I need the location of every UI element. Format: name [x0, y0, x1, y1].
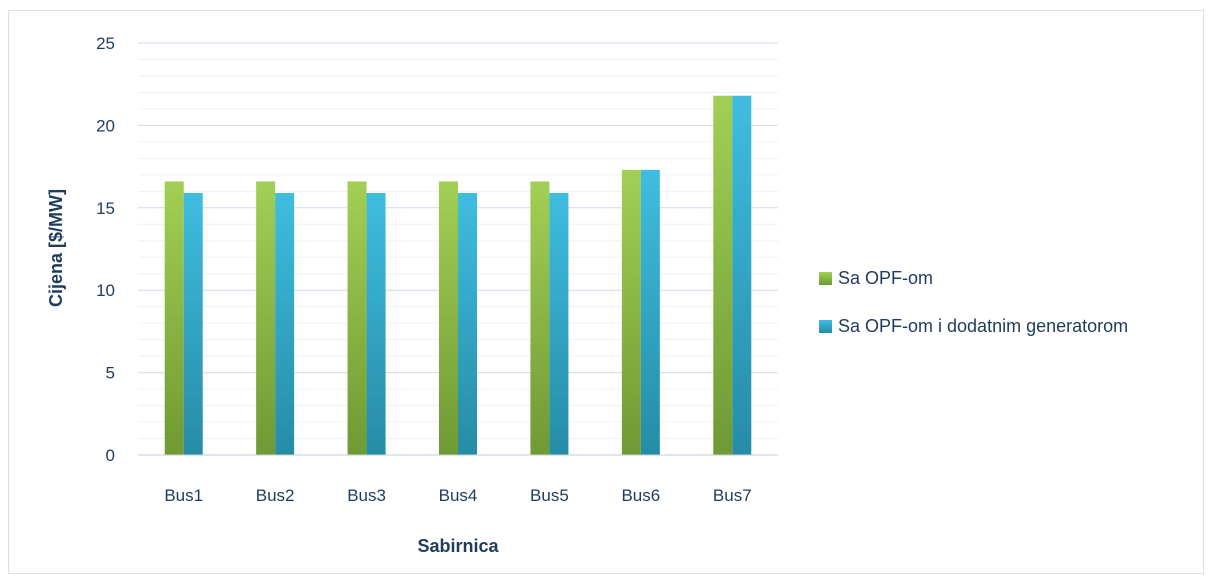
legend-label-sa-opf-om: Sa OPF-om — [838, 268, 933, 288]
bar-bus2-series-1 — [256, 181, 276, 455]
bar-bus2-series-2 — [275, 192, 295, 455]
bar-bus1-series-1 — [164, 181, 184, 455]
legend: Sa OPF-om Sa OPF-om i dodatnim generator… — [819, 268, 1128, 336]
bar-bus4-series-2 — [458, 192, 477, 455]
x-tick-label: Bus4 — [439, 486, 478, 505]
x-tick-label: Bus2 — [256, 486, 295, 505]
x-tick-label: Bus1 — [164, 486, 203, 505]
axes: 0 5 10 15 20 25 Bus1 Bus2 Bus3 Bus4 Bus5 Bus6 Bus7 — [96, 34, 778, 505]
x-tick-label: Bus3 — [347, 486, 386, 505]
bar-bus5-series-1 — [530, 181, 550, 455]
x-tick-label: Bus5 — [530, 486, 569, 505]
bar-bus6-series-1 — [621, 169, 641, 455]
y-tick-label: 25 — [96, 34, 115, 53]
bar-bus7-series-2 — [732, 95, 752, 456]
y-tick-label: 15 — [96, 199, 115, 218]
bar-bus4-series-1 — [439, 181, 458, 455]
y-tick-label: 20 — [96, 116, 115, 135]
y-tick-label: 10 — [96, 281, 115, 300]
bar-bus3-series-2 — [366, 192, 386, 455]
legend-swatch-sa-opf-om — [819, 272, 832, 285]
x-axis-title: Sabirnica — [417, 536, 499, 556]
bar-bus5-series-2 — [549, 192, 569, 455]
legend-label-dodatni-generator: Sa OPF-om i dodatnim generatorom — [838, 316, 1128, 336]
y-tick-label: 0 — [106, 446, 115, 465]
y-axis-title: Cijena [$/MW] — [46, 189, 66, 307]
bar-bus7-series-1 — [713, 95, 733, 456]
chart-frame — [8, 10, 1204, 574]
legend-swatch-dodatni-generator — [819, 320, 832, 333]
bars — [164, 95, 752, 456]
x-tick-label: Bus7 — [713, 486, 752, 505]
bar-bus1-series-2 — [183, 192, 203, 455]
bar-bus3-series-1 — [347, 181, 367, 455]
bar-bus6-series-2 — [640, 169, 660, 455]
x-tick-label: Bus6 — [621, 486, 660, 505]
y-tick-label: 5 — [106, 364, 115, 383]
